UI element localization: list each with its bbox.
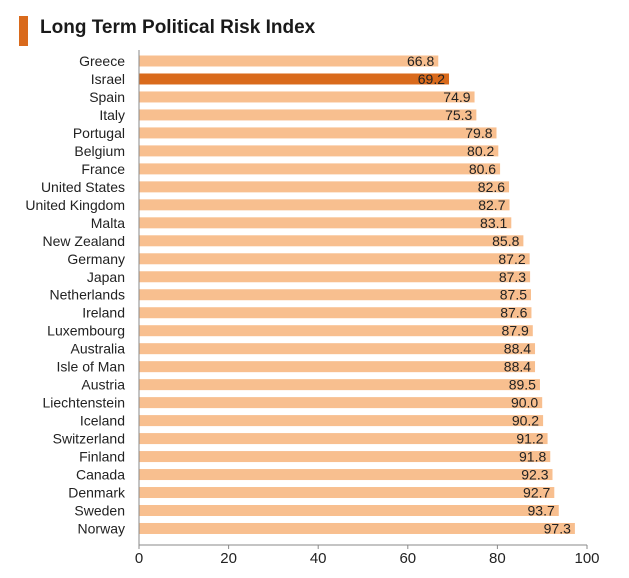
bar <box>139 271 531 283</box>
category-label: Switzerland <box>53 431 125 447</box>
data-label: 66.8 <box>407 53 434 69</box>
x-tick-label: 80 <box>489 550 506 567</box>
category-label: Portugal <box>73 125 125 141</box>
bar <box>139 451 551 463</box>
data-label: 80.6 <box>469 161 496 177</box>
bar <box>139 91 475 103</box>
data-label: 69.2 <box>418 71 445 87</box>
data-label: 88.4 <box>504 359 531 375</box>
data-label: 87.9 <box>502 323 529 339</box>
category-label: Netherlands <box>50 287 126 303</box>
category-label: Spain <box>89 89 125 105</box>
data-label: 90.0 <box>511 395 538 411</box>
bar <box>139 181 510 193</box>
x-tick-label: 60 <box>399 550 416 567</box>
data-label: 87.6 <box>500 305 527 321</box>
data-label: 91.8 <box>519 449 546 465</box>
bar <box>139 469 553 481</box>
category-label: France <box>81 161 125 177</box>
category-label: Belgium <box>74 143 125 159</box>
data-label: 93.7 <box>528 503 555 519</box>
category-label: Sweden <box>74 503 125 519</box>
category-label: Ireland <box>82 305 125 321</box>
x-tick-label: 40 <box>310 550 327 567</box>
category-label: Denmark <box>68 485 126 501</box>
data-label: 87.3 <box>499 269 526 285</box>
data-label: 92.7 <box>523 485 550 501</box>
category-label: Italy <box>99 107 125 123</box>
data-label: 89.5 <box>509 377 536 393</box>
bar <box>139 109 477 121</box>
bar <box>139 343 536 355</box>
bar <box>139 505 559 516</box>
chart-title: Long Term Political Risk Index <box>40 17 316 38</box>
x-tick-label: 20 <box>220 550 237 567</box>
category-label: Greece <box>79 53 125 69</box>
data-label: 92.3 <box>521 467 548 483</box>
category-label: Iceland <box>80 413 125 429</box>
data-label: 79.8 <box>465 125 492 141</box>
bar <box>139 397 543 409</box>
category-label: Israel <box>91 71 125 87</box>
bar <box>139 307 532 319</box>
bar <box>139 253 530 265</box>
bar <box>139 415 544 427</box>
category-label: Liechtenstein <box>42 395 125 411</box>
data-label: 83.1 <box>480 215 507 231</box>
category-label: Malta <box>91 215 125 231</box>
data-label: 91.2 <box>516 431 543 447</box>
category-label: Finland <box>79 449 125 465</box>
bar <box>139 127 497 139</box>
data-label: 90.2 <box>512 413 539 429</box>
bar <box>139 145 499 157</box>
category-label: Norway <box>78 520 125 536</box>
data-label: 75.3 <box>445 107 472 123</box>
bar <box>139 522 575 534</box>
category-label: Austria <box>81 377 125 393</box>
bar <box>139 55 439 67</box>
data-label: 74.9 <box>443 89 470 105</box>
data-label: 85.8 <box>492 233 519 249</box>
data-label: 82.7 <box>478 197 505 213</box>
category-label: United Kingdom <box>25 197 125 213</box>
bar <box>139 361 536 373</box>
bar <box>139 433 548 445</box>
category-label: Isle of Man <box>57 359 125 375</box>
bar <box>139 235 524 247</box>
category-label: Germany <box>67 251 125 267</box>
category-label: Canada <box>76 467 125 483</box>
bar <box>139 487 555 499</box>
bar <box>139 325 533 337</box>
bar <box>139 199 510 211</box>
data-label: 97.3 <box>544 520 571 536</box>
category-label: Japan <box>87 269 125 285</box>
bar <box>139 163 501 175</box>
data-label: 82.6 <box>478 179 505 195</box>
data-label: 88.4 <box>504 341 531 357</box>
data-label: 87.5 <box>500 287 527 303</box>
bar <box>139 73 450 85</box>
data-label: 87.2 <box>498 251 525 267</box>
category-label: Luxembourg <box>47 323 125 339</box>
category-label: New Zealand <box>43 233 126 249</box>
category-label: United States <box>41 179 125 195</box>
data-label: 80.2 <box>467 143 494 159</box>
x-tick-label: 0 <box>135 550 143 567</box>
title-accent-bar <box>19 16 28 46</box>
bar <box>139 289 531 301</box>
bar <box>139 379 540 391</box>
bar <box>139 217 512 229</box>
x-tick-label: 100 <box>574 550 599 567</box>
category-label: Australia <box>71 341 126 357</box>
